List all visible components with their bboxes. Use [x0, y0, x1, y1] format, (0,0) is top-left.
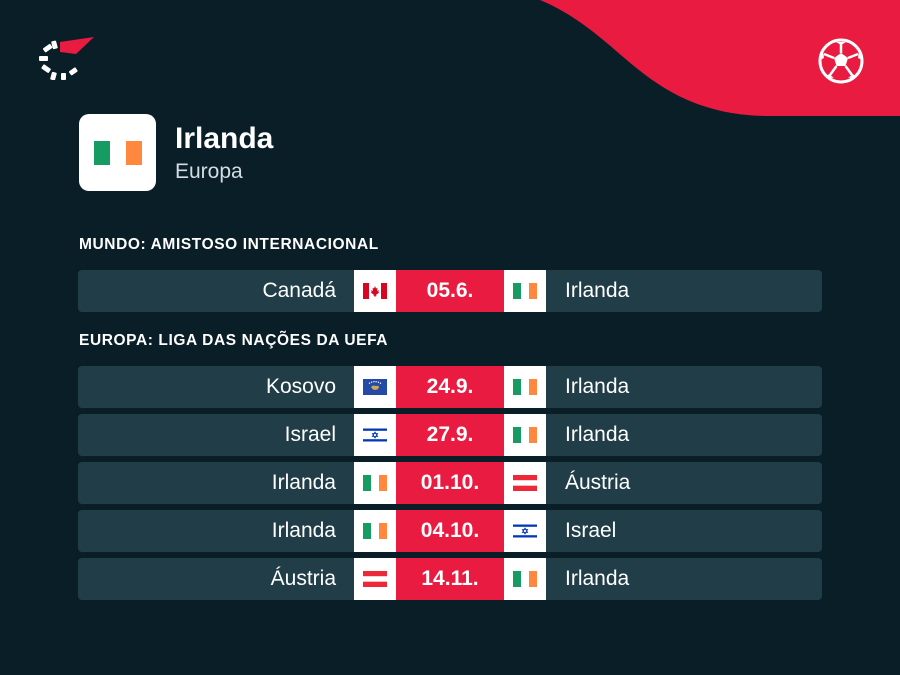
football-icon[interactable] [818, 38, 864, 84]
home-team-name: Irlanda [271, 471, 336, 494]
israel-flag-icon [363, 427, 387, 443]
team-name: Irlanda [175, 121, 274, 155]
ireland-flag-icon [513, 283, 537, 299]
team-badge [79, 114, 156, 191]
ireland-flag-icon [363, 523, 387, 539]
ireland-flag-icon [513, 571, 537, 587]
home-team-name: Áustria [270, 567, 336, 590]
away-flag [504, 558, 546, 600]
home-flag [354, 366, 396, 408]
match-date: 24.9. [396, 366, 504, 408]
away-flag [504, 270, 546, 312]
away-team-name: Irlanda [565, 375, 630, 398]
ireland-flag-icon [513, 379, 537, 395]
home-flag [354, 270, 396, 312]
away-team-name: Irlanda [565, 423, 630, 446]
canada-flag-icon [363, 283, 387, 299]
match-row[interactable]: Irlanda 01.10. Áustria [78, 462, 822, 504]
match-date: 05.6. [396, 270, 504, 312]
match-date: 27.9. [396, 414, 504, 456]
match-row[interactable]: Canadá 05.6. Irlanda [78, 270, 822, 312]
corner-swoosh-decoration [540, 0, 900, 116]
brand-logo-icon [39, 37, 94, 80]
away-flag [504, 462, 546, 504]
home-flag [354, 462, 396, 504]
ireland-flag-icon [363, 475, 387, 491]
match-row[interactable]: Kosovo 24.9. Irlanda [78, 366, 822, 408]
match-date: 01.10. [396, 462, 504, 504]
match-row[interactable]: Áustria 14.11. Irlanda [78, 558, 822, 600]
away-flag [504, 510, 546, 552]
home-team-name: Kosovo [265, 375, 336, 398]
away-team-name: Israel [565, 519, 617, 542]
match-date: 04.10. [396, 510, 504, 552]
kosovo-flag-icon [363, 379, 387, 395]
austria-flag-icon [513, 475, 537, 491]
match-date: 14.11. [396, 558, 504, 600]
home-team-name: Israel [284, 423, 336, 446]
austria-flag-icon [363, 571, 387, 587]
away-flag [504, 366, 546, 408]
away-team-name: Áustria [565, 471, 631, 494]
israel-flag-icon [513, 523, 537, 539]
home-flag [354, 510, 396, 552]
away-team-name: Irlanda [565, 279, 630, 302]
match-row[interactable]: Israel 27.9. Irlanda [78, 414, 822, 456]
team-header: Irlanda Europa [79, 114, 273, 191]
ireland-flag-icon [93, 140, 142, 165]
ireland-flag-icon [513, 427, 537, 443]
home-team-name: Canadá [262, 279, 336, 302]
section-title: EUROPA: LIGA DAS NAÇÕES DA UEFA [79, 332, 389, 349]
away-team-name: Irlanda [565, 567, 630, 590]
section-title: MUNDO: AMISTOSO INTERNACIONAL [79, 236, 379, 253]
team-text: Irlanda Europa [175, 121, 273, 185]
team-region: Europa [175, 159, 243, 183]
match-row[interactable]: Irlanda 04.10. Israel [78, 510, 822, 552]
home-team-name: Irlanda [271, 519, 336, 542]
home-flag [354, 414, 396, 456]
home-flag [354, 558, 396, 600]
away-flag [504, 414, 546, 456]
